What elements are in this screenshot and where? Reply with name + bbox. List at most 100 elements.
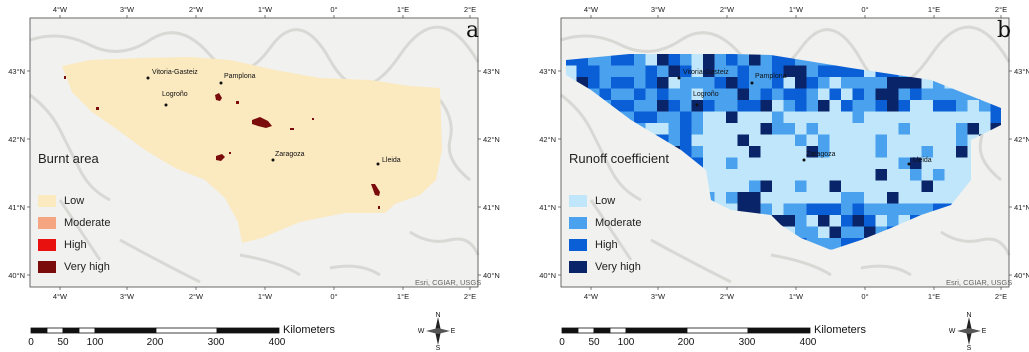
runoff-cell bbox=[841, 88, 853, 100]
lat-label-right: 42°N bbox=[483, 135, 500, 144]
runoff-cell bbox=[691, 134, 703, 146]
legend-label: Moderate bbox=[64, 217, 111, 229]
runoff-cell bbox=[714, 54, 726, 66]
runoff-cell bbox=[760, 65, 772, 77]
runoff-cell bbox=[714, 146, 726, 158]
scale-segment bbox=[577, 327, 595, 334]
runoff-cell bbox=[783, 134, 795, 146]
runoff-cell bbox=[726, 123, 738, 135]
lon-label-top: 1°E bbox=[397, 5, 409, 14]
runoff-cell bbox=[875, 77, 887, 89]
runoff-cell bbox=[852, 77, 864, 89]
city-marker bbox=[271, 158, 275, 162]
runoff-cell bbox=[783, 157, 795, 169]
lon-label-bottom: 2°E bbox=[464, 292, 476, 301]
runoff-cell bbox=[645, 88, 657, 100]
runoff-cell bbox=[611, 77, 623, 89]
lat-label-left: 40°N bbox=[539, 271, 556, 280]
scale-tick-label: 300 bbox=[207, 337, 225, 348]
lat-label-right: 42°N bbox=[1014, 135, 1029, 144]
lon-label-bottom: 2°W bbox=[720, 292, 735, 301]
runoff-cell bbox=[852, 157, 864, 169]
map-frame-b: 4°W 4°W 3°W 3°W 2°W 2°W 1°W 1°W 0° 0° 1°E 1°E 2°E 2°E… bbox=[539, 5, 1029, 301]
runoff-cell bbox=[829, 180, 841, 192]
lon-label-top: 1°W bbox=[258, 5, 273, 14]
runoff-cell bbox=[829, 226, 841, 238]
lat-label-left: 42°N bbox=[539, 135, 556, 144]
runoff-cell bbox=[864, 157, 876, 169]
runoff-cell bbox=[898, 169, 910, 181]
runoff-cell bbox=[887, 123, 899, 135]
runoff-cell bbox=[841, 238, 853, 250]
runoff-cell bbox=[864, 180, 876, 192]
runoff-cell bbox=[714, 169, 726, 181]
city-marker bbox=[695, 103, 699, 107]
runoff-cell bbox=[818, 134, 830, 146]
runoff-cell bbox=[795, 65, 807, 77]
lon-label-top: 4°W bbox=[584, 5, 599, 14]
runoff-cell bbox=[760, 146, 772, 158]
runoff-cell bbox=[703, 111, 715, 123]
city-marker bbox=[907, 162, 911, 166]
lat-label-right: 41°N bbox=[483, 203, 500, 212]
runoff-cell bbox=[737, 111, 749, 123]
runoff-cell bbox=[864, 123, 876, 135]
runoff-cell bbox=[921, 123, 933, 135]
runoff-cell bbox=[818, 226, 830, 238]
burnt-patch bbox=[215, 93, 222, 101]
runoff-cell bbox=[956, 123, 968, 135]
runoff-cell bbox=[818, 111, 830, 123]
runoff-cell bbox=[783, 180, 795, 192]
runoff-cell bbox=[898, 77, 910, 89]
runoff-cell bbox=[898, 111, 910, 123]
runoff-cell bbox=[795, 180, 807, 192]
runoff-cell bbox=[691, 65, 703, 77]
runoff-cell bbox=[703, 100, 715, 112]
city-label: Lleida bbox=[382, 157, 401, 164]
runoff-cell bbox=[887, 192, 899, 204]
runoff-cell bbox=[566, 65, 577, 77]
runoff-cell bbox=[599, 77, 611, 89]
runoff-cell bbox=[852, 226, 864, 238]
runoff-cell bbox=[956, 157, 968, 169]
compass-rose-icon: N S E W bbox=[418, 312, 456, 351]
runoff-cell bbox=[806, 226, 818, 238]
legend-label: Very high bbox=[64, 261, 110, 273]
runoff-cell bbox=[749, 65, 761, 77]
runoff-cell bbox=[944, 169, 956, 181]
burnt-patch bbox=[312, 118, 314, 120]
relief-ridge bbox=[29, 93, 111, 202]
runoff-cell bbox=[829, 203, 841, 215]
runoff-cell bbox=[566, 54, 577, 66]
runoff-cell bbox=[680, 111, 692, 123]
runoff-cell bbox=[657, 100, 669, 112]
runoff-cell bbox=[668, 111, 680, 123]
runoff-cell bbox=[680, 54, 692, 66]
runoff-cell bbox=[829, 88, 841, 100]
runoff-cell bbox=[990, 111, 1001, 123]
runoff-cell bbox=[944, 88, 956, 100]
runoff-cell bbox=[806, 134, 818, 146]
runoff-cell bbox=[749, 88, 761, 100]
runoff-cell bbox=[875, 215, 887, 227]
runoff-cell bbox=[829, 238, 841, 250]
runoff-cell bbox=[921, 111, 933, 123]
runoff-cell bbox=[680, 100, 692, 112]
runoff-cell bbox=[841, 169, 853, 181]
runoff-cell bbox=[875, 192, 887, 204]
relief-ridge bbox=[29, 25, 480, 88]
runoff-cell bbox=[921, 169, 933, 181]
runoff-cell bbox=[726, 203, 738, 215]
runoff-cell bbox=[726, 111, 738, 123]
runoff-cell bbox=[668, 88, 680, 100]
scale-bar bbox=[30, 327, 280, 334]
compass-n-label: N bbox=[435, 312, 440, 319]
runoff-cell bbox=[944, 123, 956, 135]
runoff-cell bbox=[611, 65, 623, 77]
runoff-cell bbox=[737, 134, 749, 146]
runoff-cell bbox=[898, 215, 910, 227]
legend-swatch bbox=[569, 261, 587, 273]
runoff-cell bbox=[772, 111, 784, 123]
runoff-cell bbox=[864, 146, 876, 158]
lon-label-top: 2°W bbox=[720, 5, 735, 14]
